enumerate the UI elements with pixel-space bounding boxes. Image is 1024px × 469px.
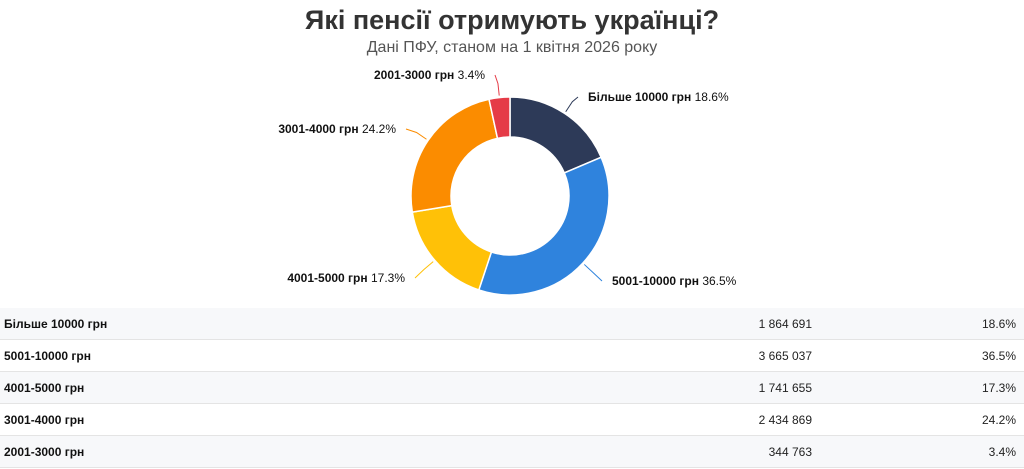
row-label: 2001-3000 грн xyxy=(4,445,85,459)
connector-0 xyxy=(565,96,579,113)
table-row: 3001-4000 грн 2 434 869 24.2% xyxy=(0,404,1024,436)
row-label: 4001-5000 грн xyxy=(4,381,85,395)
chart-title: Які пенсії отримують українці? xyxy=(304,5,720,35)
row-percent: 24.2% xyxy=(981,413,1016,427)
slice-label-2: 4001-5000 грн 17.3% xyxy=(287,271,405,285)
slice-0 xyxy=(509,96,603,174)
slice-label-1: 5001-10000 грн 36.5% xyxy=(612,274,737,288)
row-percent: 3.4% xyxy=(988,445,1016,459)
row-label: 5001-10000 грн xyxy=(4,349,91,363)
slice-2 xyxy=(411,204,493,291)
slice-3 xyxy=(410,98,499,213)
table-row: 4001-5000 грн 1 741 655 17.3% xyxy=(0,372,1024,404)
table-row: Більше 10000 грн 1 864 691 18.6% xyxy=(0,308,1024,340)
row-count: 1 741 655 xyxy=(758,381,812,395)
connector-4 xyxy=(494,74,500,96)
data-table: Більше 10000 грн 1 864 691 18.6% 5001-10… xyxy=(0,308,1024,468)
table-row: 5001-10000 грн 3 665 037 36.5% xyxy=(0,340,1024,372)
donut-chart: Більше 10000 грн 18.6% 5001-10000 грн 36.… xyxy=(278,68,737,296)
row-count: 2 434 869 xyxy=(758,413,812,427)
row-count: 3 665 037 xyxy=(758,349,812,363)
row-percent: 17.3% xyxy=(981,381,1016,395)
row-label: Більше 10000 грн xyxy=(4,317,108,331)
slice-label-3: 3001-4000 грн 24.2% xyxy=(278,122,396,136)
connector-3 xyxy=(405,128,427,140)
row-percent: 18.6% xyxy=(981,317,1016,331)
slice-4 xyxy=(488,96,511,140)
slice-1 xyxy=(477,156,610,296)
chart-subtitle: Дані ПФУ, станом на 1 квітня 2026 року xyxy=(366,39,658,56)
row-count: 1 864 691 xyxy=(758,317,812,331)
row-count: 344 763 xyxy=(768,445,812,459)
slice-label-0: Більше 10000 грн 18.6% xyxy=(588,90,729,104)
slice-label-4: 2001-3000 грн 3.4% xyxy=(374,68,485,82)
connector-1 xyxy=(583,264,603,282)
row-label: 3001-4000 грн xyxy=(4,413,85,427)
row-percent: 36.5% xyxy=(981,349,1016,363)
table-row: 2001-3000 грн 344 763 3.4% xyxy=(0,436,1024,468)
connector-2 xyxy=(414,261,434,279)
